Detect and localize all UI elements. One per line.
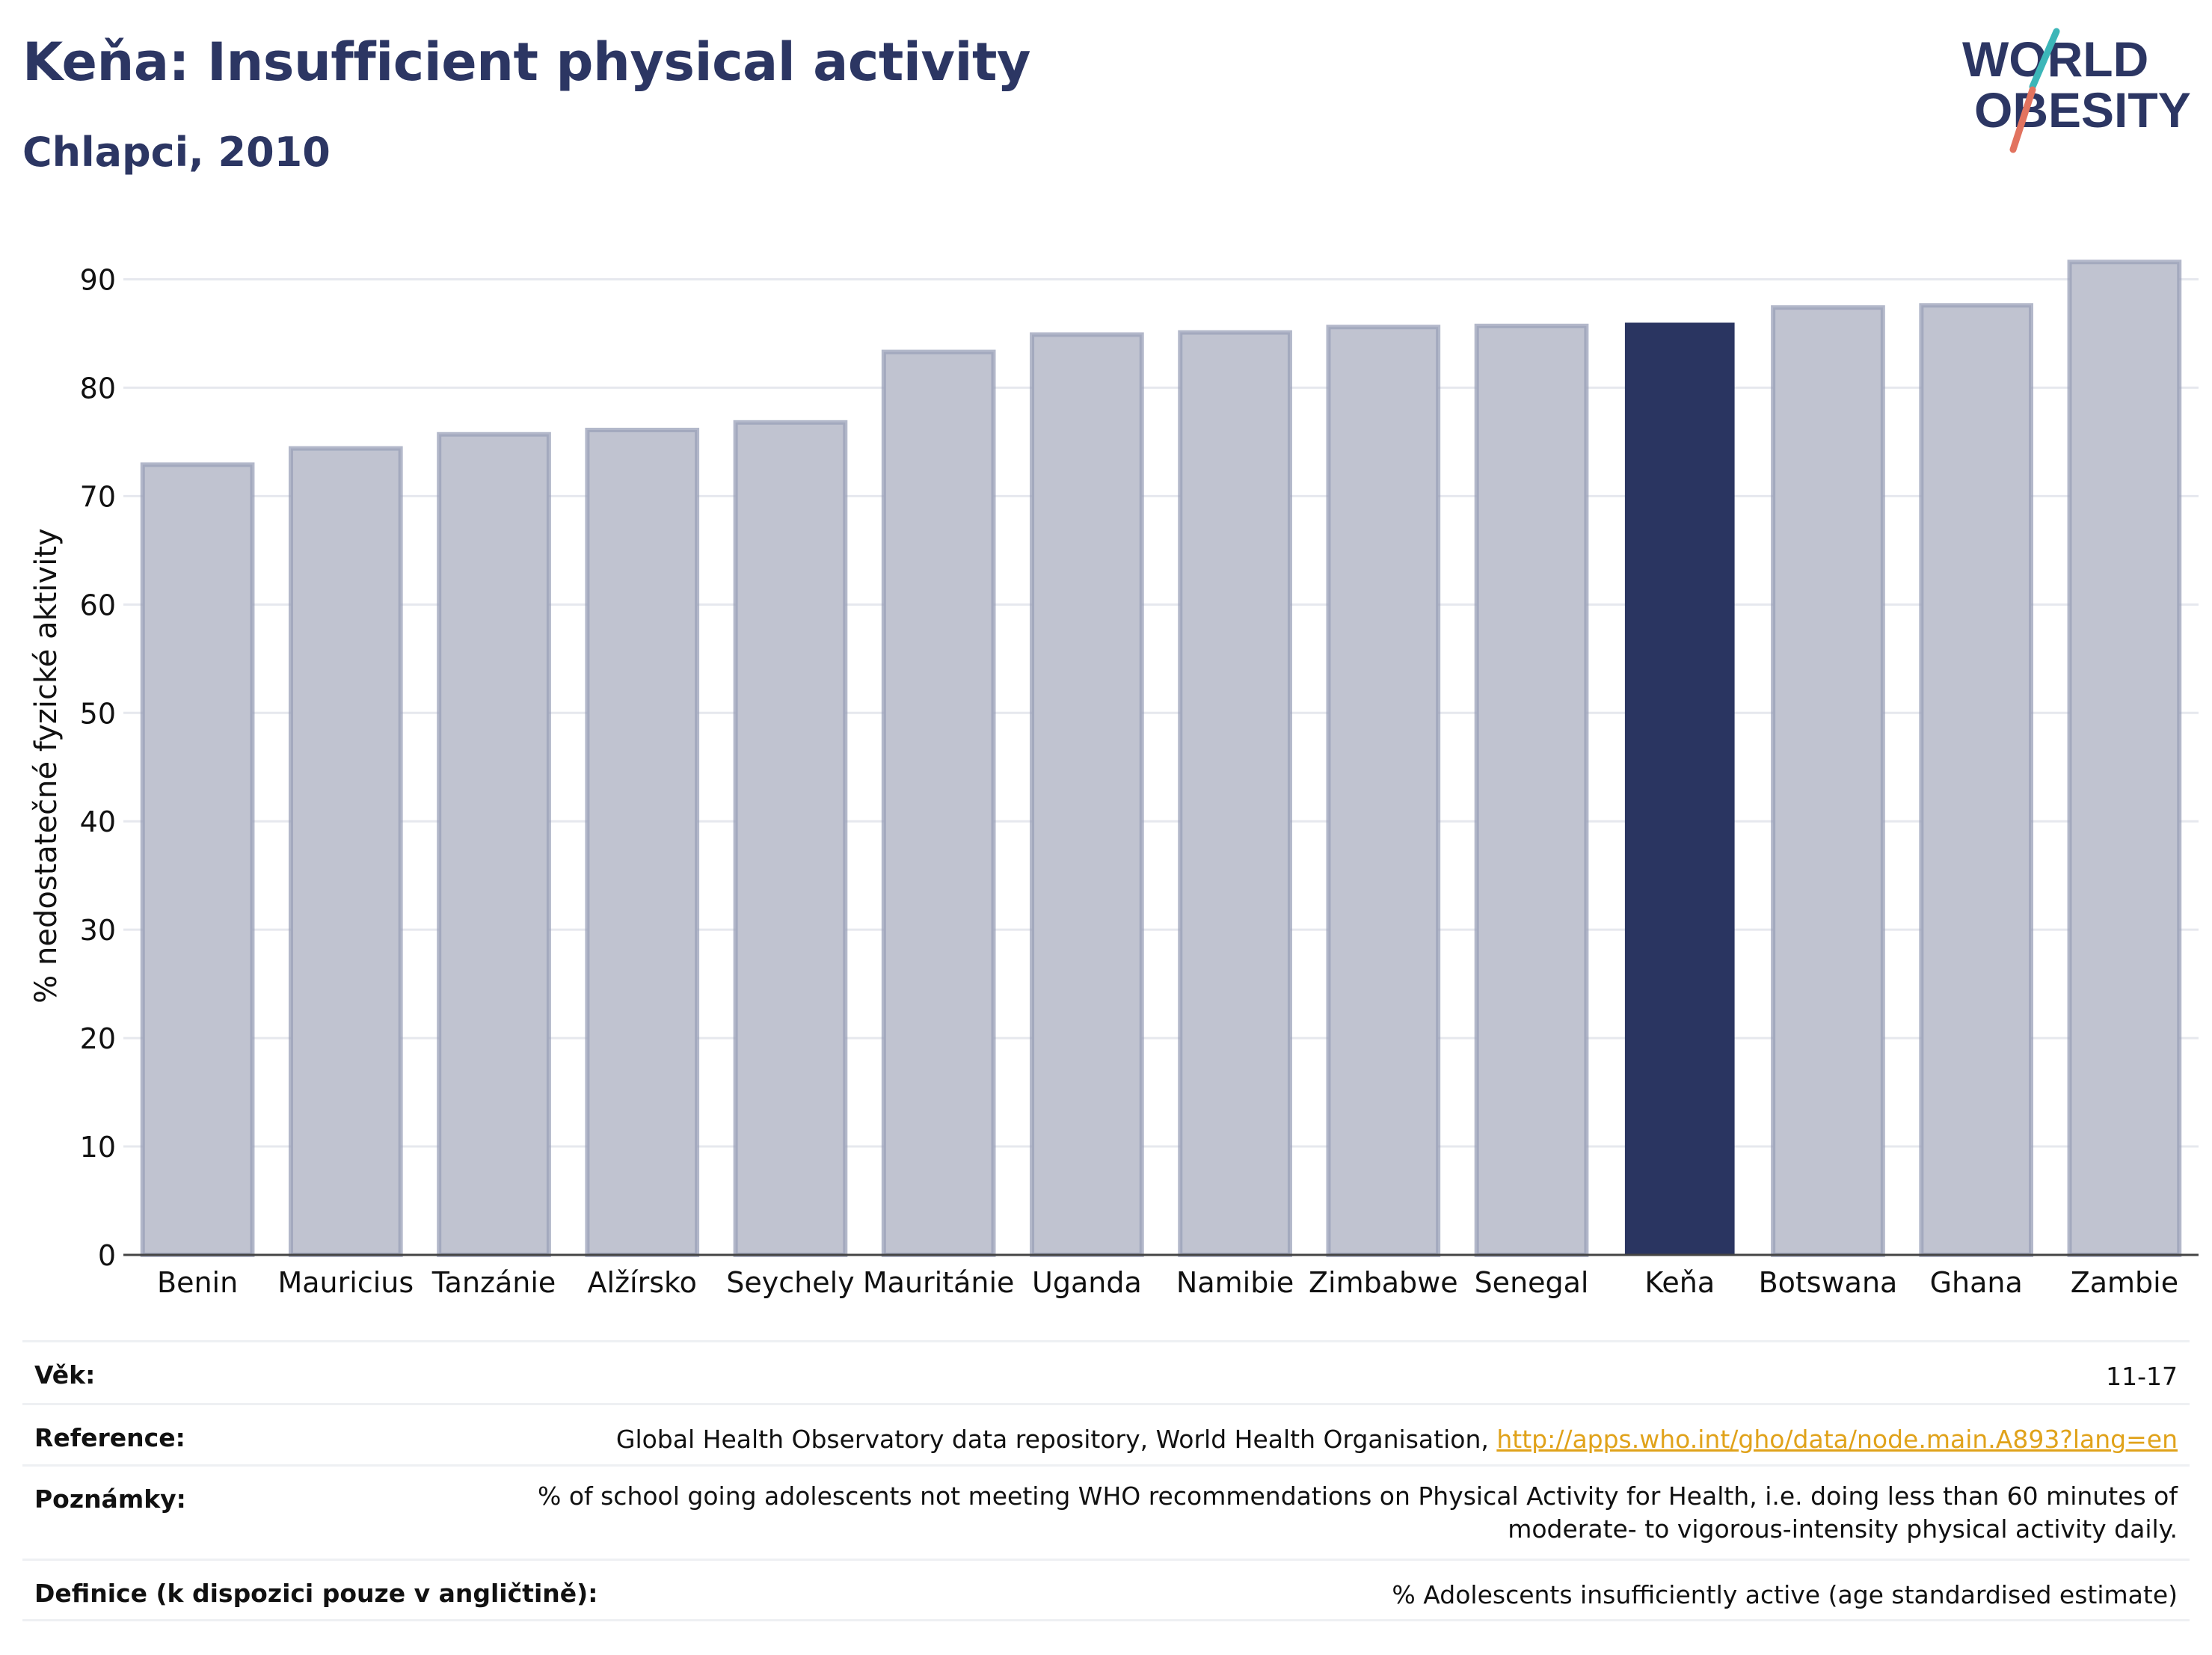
bar-ghana — [1919, 303, 2034, 1257]
reference-text: Global Health Observatory data repositor… — [615, 1425, 1497, 1454]
x-tick-label: Zimbabwe — [1309, 1266, 1458, 1299]
info-value-age-text: 11-17 — [2106, 1362, 2178, 1391]
y-tick-label: 40 — [80, 805, 116, 838]
logo-slash-teal — [2029, 28, 2060, 90]
notes-line-2: moderate- to vigorous-intensity physical… — [1508, 1514, 2178, 1544]
x-tick-label: Uganda — [1032, 1266, 1142, 1299]
bar-zambie — [2067, 260, 2182, 1257]
x-tick-label: Tanzánie — [431, 1266, 556, 1299]
bar-uganda — [1030, 332, 1144, 1257]
y-tick-label: 70 — [80, 480, 116, 513]
info-table: Věk: 11-17 Reference: Global Health Obse… — [22, 1340, 2190, 1621]
x-tick-label: Botswana — [1759, 1266, 1898, 1299]
logo-slash-coral — [2009, 86, 2036, 153]
bar-botswana — [1771, 305, 1885, 1257]
bar-mauritánie — [881, 349, 996, 1257]
x-tick-label: Zambie — [2071, 1266, 2178, 1299]
info-label-definition: Definice (k dispozici pouze v angličtině… — [34, 1579, 598, 1608]
info-label-reference: Reference: — [34, 1423, 185, 1452]
x-tick-label: Seychely — [726, 1266, 854, 1299]
x-tick-label: Mauricius — [277, 1266, 414, 1299]
info-value-notes: % of school going adolescents not meetin… — [538, 1467, 2178, 1546]
bar-senegal — [1474, 323, 1589, 1257]
info-label-age: Věk: — [34, 1360, 96, 1390]
info-row-age: Věk: 11-17 — [22, 1340, 2190, 1403]
bar-alžírsko — [585, 427, 700, 1258]
info-value-age: 11-17 — [2106, 1342, 2178, 1393]
reference-link[interactable]: http://apps.who.int/gho/data/node.main.A… — [1496, 1425, 2178, 1454]
info-row-definition: Definice (k dispozici pouze v angličtině… — [22, 1559, 2190, 1621]
info-row-reference: Reference: Global Health Observatory dat… — [22, 1403, 2190, 1464]
x-tick-label: Benin — [157, 1266, 238, 1299]
notes-line-1: % of school going adolescents not meetin… — [537, 1481, 2178, 1511]
info-value-reference: Global Health Observatory data repositor… — [616, 1405, 2178, 1456]
x-tick-label: Mauritánie — [863, 1266, 1015, 1299]
info-value-definition: % Adolescents insufficiently active (age… — [1392, 1561, 2178, 1612]
y-tick-label: 30 — [80, 914, 116, 947]
y-tick-label: 90 — [80, 263, 116, 296]
y-tick-label: 50 — [80, 697, 116, 730]
x-tick-label: Namibie — [1176, 1266, 1294, 1299]
bar-seychely — [733, 420, 848, 1258]
bar-benin — [140, 462, 255, 1257]
y-tick-label: 60 — [80, 589, 116, 621]
bar-keňa — [1624, 322, 1735, 1255]
chart-subtitle: Chlapci, 2010 — [22, 129, 331, 176]
bar-namibie — [1178, 330, 1292, 1257]
info-label-notes: Poznámky: — [34, 1484, 186, 1514]
bar-chart: 0 10 20 30 40 50 60 70 80 90 % nedostatečné fyzick… — [29, 260, 2199, 1299]
y-tick-label: 0 — [98, 1239, 116, 1272]
logo-word-obesity: OBESITY — [1974, 82, 2191, 138]
definition-text: % Adolescents insufficiently active (age… — [1392, 1580, 2178, 1609]
x-tick-label: Alžírsko — [588, 1266, 697, 1299]
info-row-notes: Poznámky: % of school going adolescents … — [22, 1464, 2190, 1559]
y-tick-label: 20 — [80, 1022, 116, 1055]
chart-title: Keňa: Insufficient physical activity — [22, 31, 1031, 93]
bar-mauricius — [288, 446, 403, 1257]
y-tick-label: 10 — [80, 1131, 116, 1164]
bar-zimbabwe — [1326, 325, 1441, 1257]
x-tick-label: Senegal — [1475, 1266, 1589, 1299]
world-obesity-logo: WORLD OBESITY — [1962, 28, 2191, 153]
x-tick-label: Ghana — [1930, 1266, 2023, 1299]
y-tick-label: 80 — [80, 372, 116, 405]
bar-tanzánie — [437, 432, 551, 1258]
y-axis-label: % nedostatečné fyzické aktivity — [29, 528, 64, 1003]
x-tick-label: Keňa — [1644, 1266, 1715, 1299]
